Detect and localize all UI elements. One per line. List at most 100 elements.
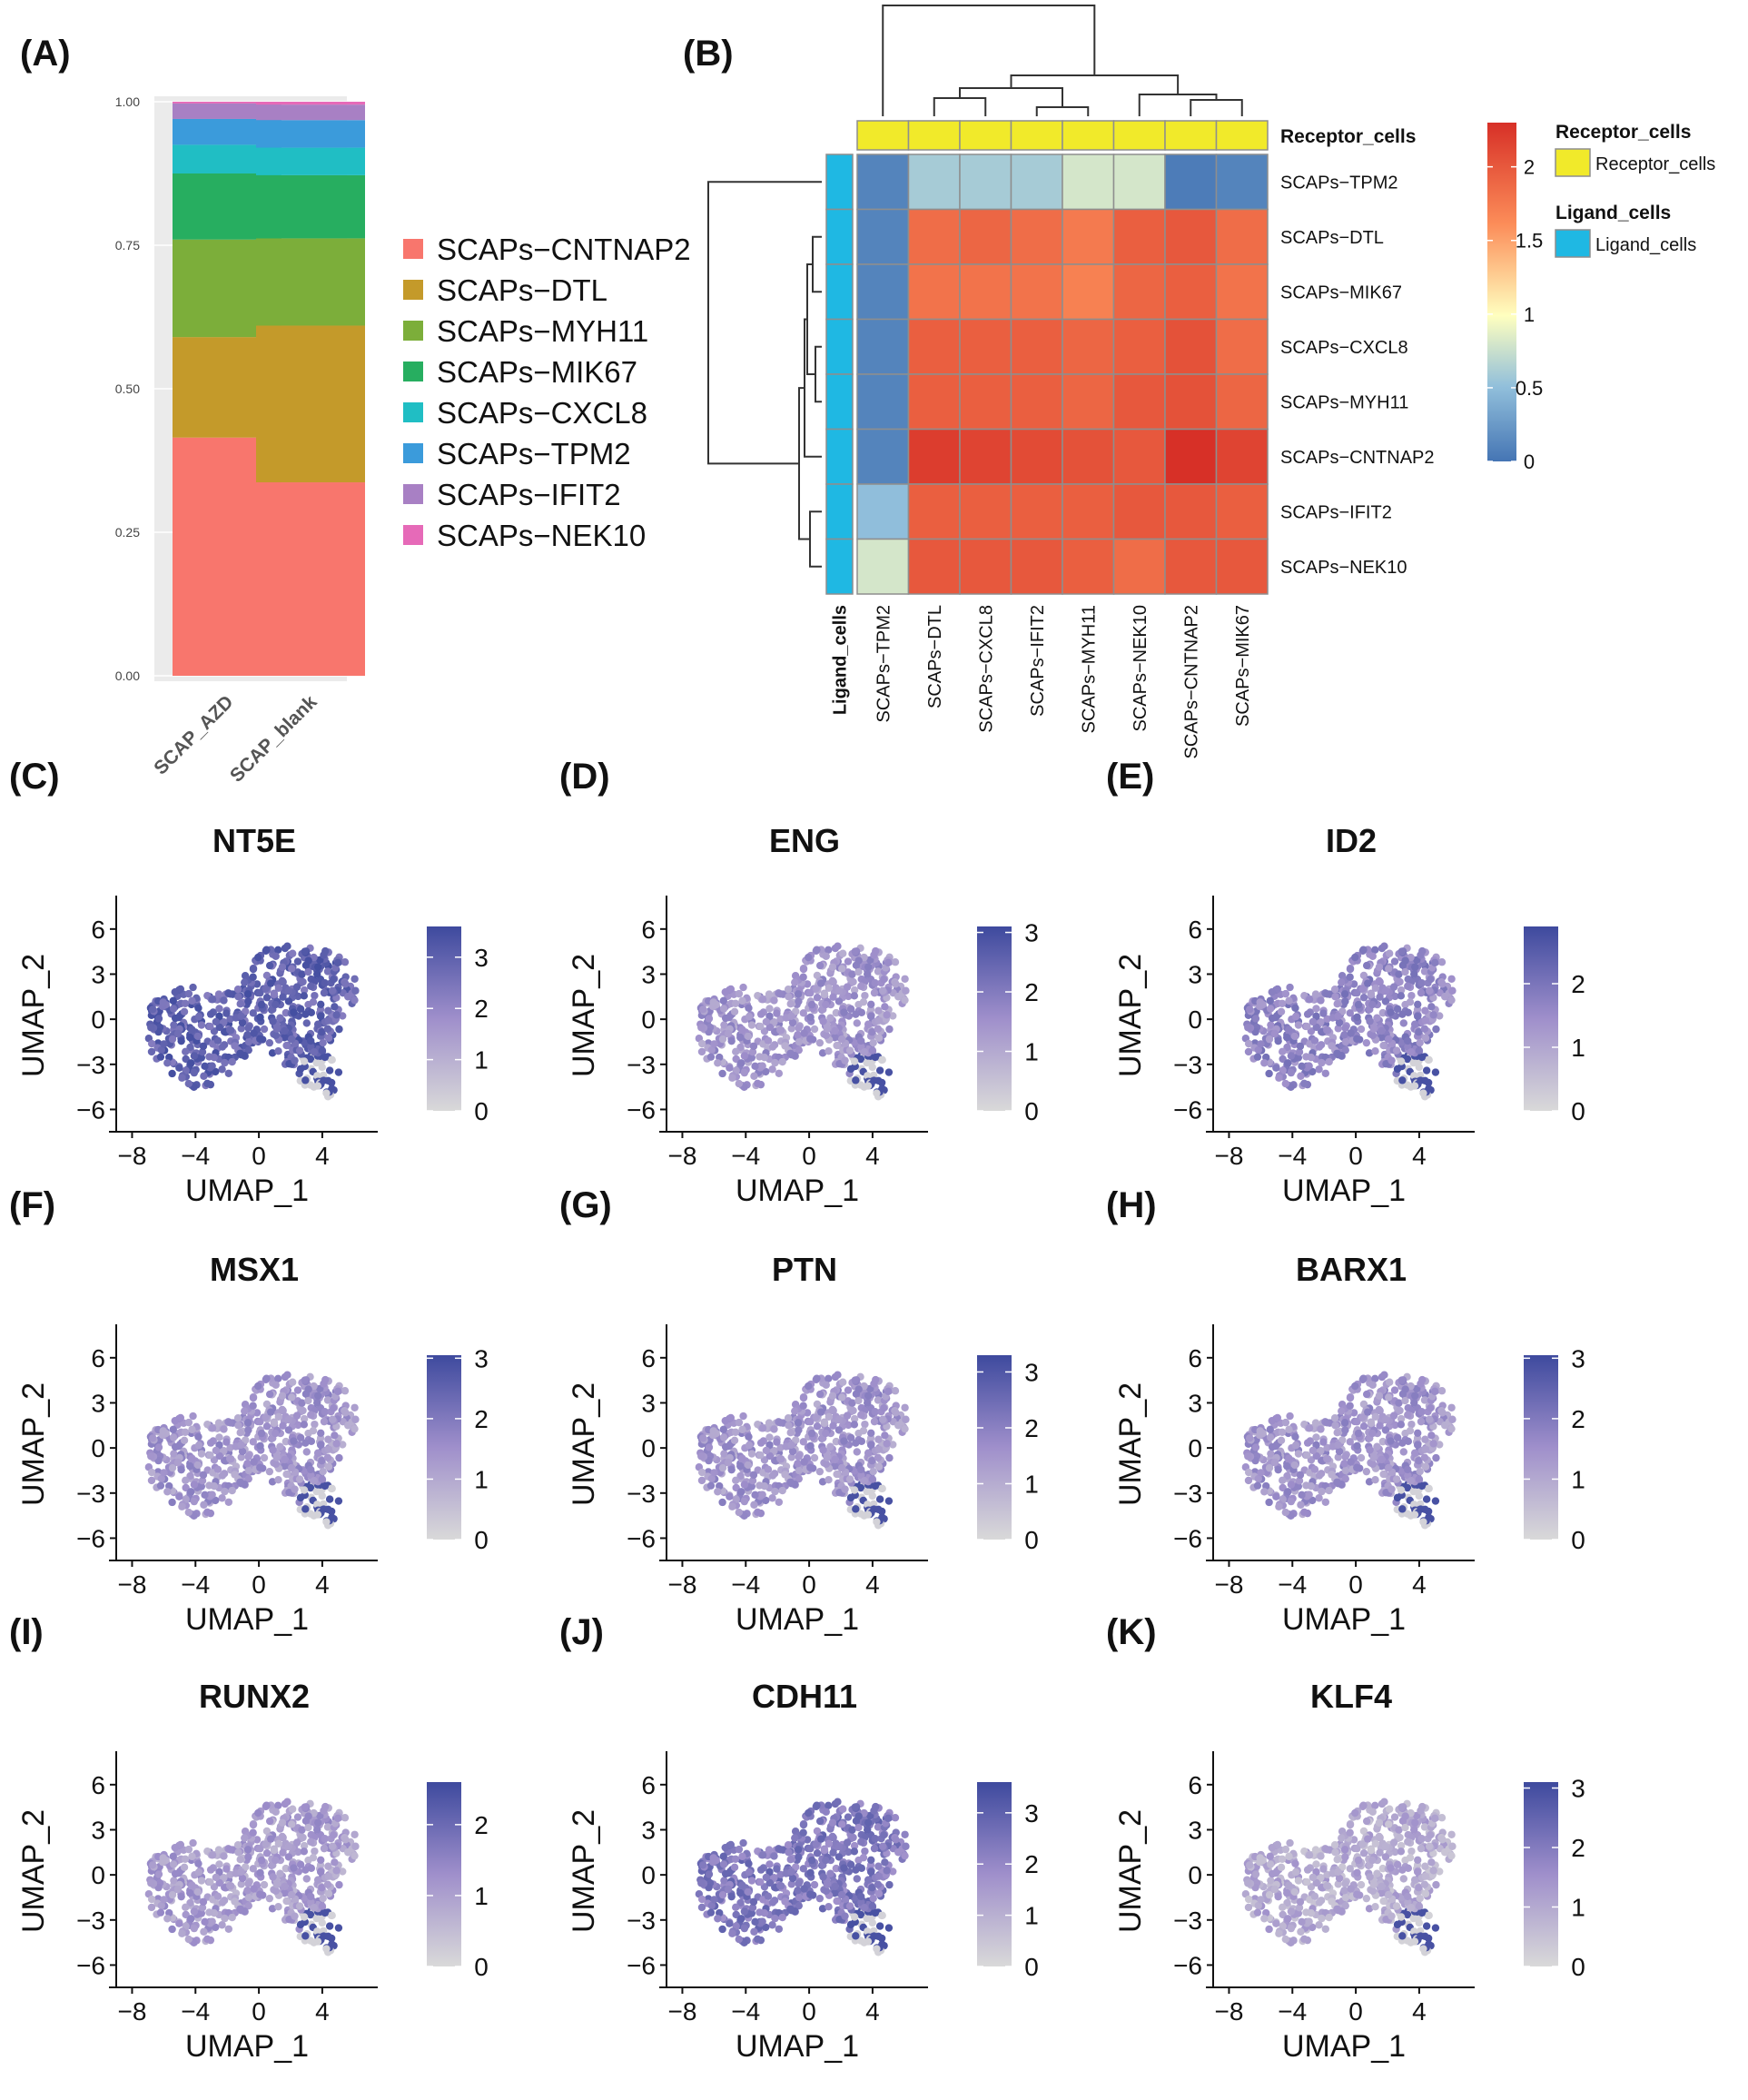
panel-label: (H): [1106, 1185, 1157, 1225]
umap-point: [1393, 1475, 1400, 1482]
umap-point: [1369, 1032, 1377, 1039]
umap-point: [312, 1915, 320, 1922]
umap-point: [310, 998, 317, 1005]
heatmap-cell: [1165, 374, 1217, 430]
umap-point: [1338, 1407, 1345, 1414]
umap-point: [326, 1066, 333, 1074]
umap-point: [738, 997, 746, 1005]
umap-point: [1285, 1426, 1292, 1433]
heatmap-cell: [960, 484, 1012, 540]
dendrogram-branch: [1140, 94, 1217, 116]
x-tick-label: −8: [667, 1570, 696, 1599]
umap-point: [321, 1845, 328, 1852]
umap-point: [876, 1066, 884, 1074]
umap-point: [1364, 979, 1371, 986]
umap-point: [1278, 1437, 1285, 1444]
umap-point: [261, 1454, 268, 1461]
umap-point: [1305, 1491, 1312, 1498]
umap-point: [170, 1426, 177, 1433]
umap-point: [1245, 1048, 1252, 1055]
heatmap-cell: [1114, 154, 1166, 210]
umap-point: [324, 1863, 331, 1870]
umap-point: [220, 996, 227, 1004]
y-axis-label: UMAP_2: [16, 1382, 51, 1506]
x-tick-label: −4: [731, 1997, 760, 2026]
umap-point: [297, 1005, 304, 1013]
umap-point: [1288, 1069, 1295, 1076]
umap-point: [296, 1902, 303, 1909]
umap-point: [272, 1382, 280, 1389]
umap-point: [787, 1441, 795, 1449]
umap-point: [1401, 1385, 1408, 1392]
umap-point: [329, 1843, 336, 1850]
umap-point: [1368, 991, 1375, 998]
umap-point: [795, 1453, 802, 1461]
umap-point: [1405, 1009, 1412, 1016]
umap-point: [867, 1441, 874, 1449]
umap-point: [274, 1476, 281, 1483]
x-tick-label: 4: [1412, 1570, 1427, 1599]
umap-point: [325, 1463, 332, 1471]
umap-point: [1396, 978, 1403, 986]
umap-point: [182, 1904, 189, 1911]
umap-point: [290, 1008, 297, 1015]
umap-point: [317, 1868, 324, 1876]
umap-point: [786, 1479, 794, 1486]
umap-point: [1414, 1013, 1421, 1020]
umap-point: [846, 1046, 854, 1054]
umap-point: [1407, 1427, 1414, 1434]
heatmap-cell: [960, 264, 1012, 320]
umap-point: [311, 1048, 318, 1055]
colorbar-tick-label: 3: [1571, 1344, 1585, 1372]
umap-point: [1398, 1505, 1406, 1512]
umap-point: [269, 1873, 276, 1880]
umap-point: [745, 1433, 752, 1441]
heatmap-cell: [909, 210, 961, 265]
umap-point: [714, 1488, 721, 1495]
umap-point: [169, 1035, 176, 1043]
umap-point: [1438, 1409, 1446, 1416]
y-tick-label: −6: [76, 1095, 105, 1124]
umap-point: [290, 1864, 297, 1871]
umap-point: [201, 1063, 208, 1070]
umap-point: [1282, 1080, 1289, 1087]
umap-point: [157, 1908, 164, 1916]
umap-point: [275, 985, 282, 992]
umap-point: [765, 1466, 772, 1473]
umap-point: [745, 1033, 752, 1040]
panel-label-a: (A): [20, 34, 71, 74]
umap-point: [1282, 990, 1289, 997]
umap-point: [1388, 1056, 1395, 1064]
umap-point: [279, 1819, 286, 1827]
umap-point: [185, 1419, 193, 1426]
umap-point: [208, 1491, 215, 1498]
umap-point: [709, 1427, 716, 1434]
umap-point: [1269, 1417, 1276, 1424]
umap-point: [329, 987, 336, 995]
umap-point: [867, 1013, 874, 1020]
receptor-annotation-cell: [857, 121, 909, 150]
umap-point: [874, 1007, 882, 1015]
umap-point: [1379, 1471, 1387, 1478]
umap-point: [710, 1040, 717, 1047]
umap-point: [1244, 1452, 1251, 1460]
umap-point: [781, 1471, 788, 1478]
umap-point: [769, 1471, 776, 1479]
umap-point: [185, 990, 193, 997]
umap-point: [746, 1441, 753, 1449]
umap-point: [1274, 1037, 1281, 1045]
umap-point: [754, 1080, 761, 1087]
colorbar-tick-label: 1: [1024, 1038, 1039, 1066]
colorbar-tick-label: 2: [474, 1405, 489, 1433]
heatmap-cell: [1062, 484, 1114, 540]
umap-point: [1284, 1059, 1291, 1066]
umap-point: [777, 1455, 785, 1462]
umap-point: [222, 1438, 230, 1445]
umap-point: [1278, 1008, 1285, 1015]
umap-point: [852, 1076, 859, 1084]
x-tick-label: −8: [1214, 1570, 1243, 1599]
umap-point: [1317, 1425, 1324, 1432]
heatmap-column-label: SCAPs−TPM2: [874, 605, 894, 722]
umap-point: [331, 1431, 338, 1439]
umap-point: [160, 1469, 167, 1476]
